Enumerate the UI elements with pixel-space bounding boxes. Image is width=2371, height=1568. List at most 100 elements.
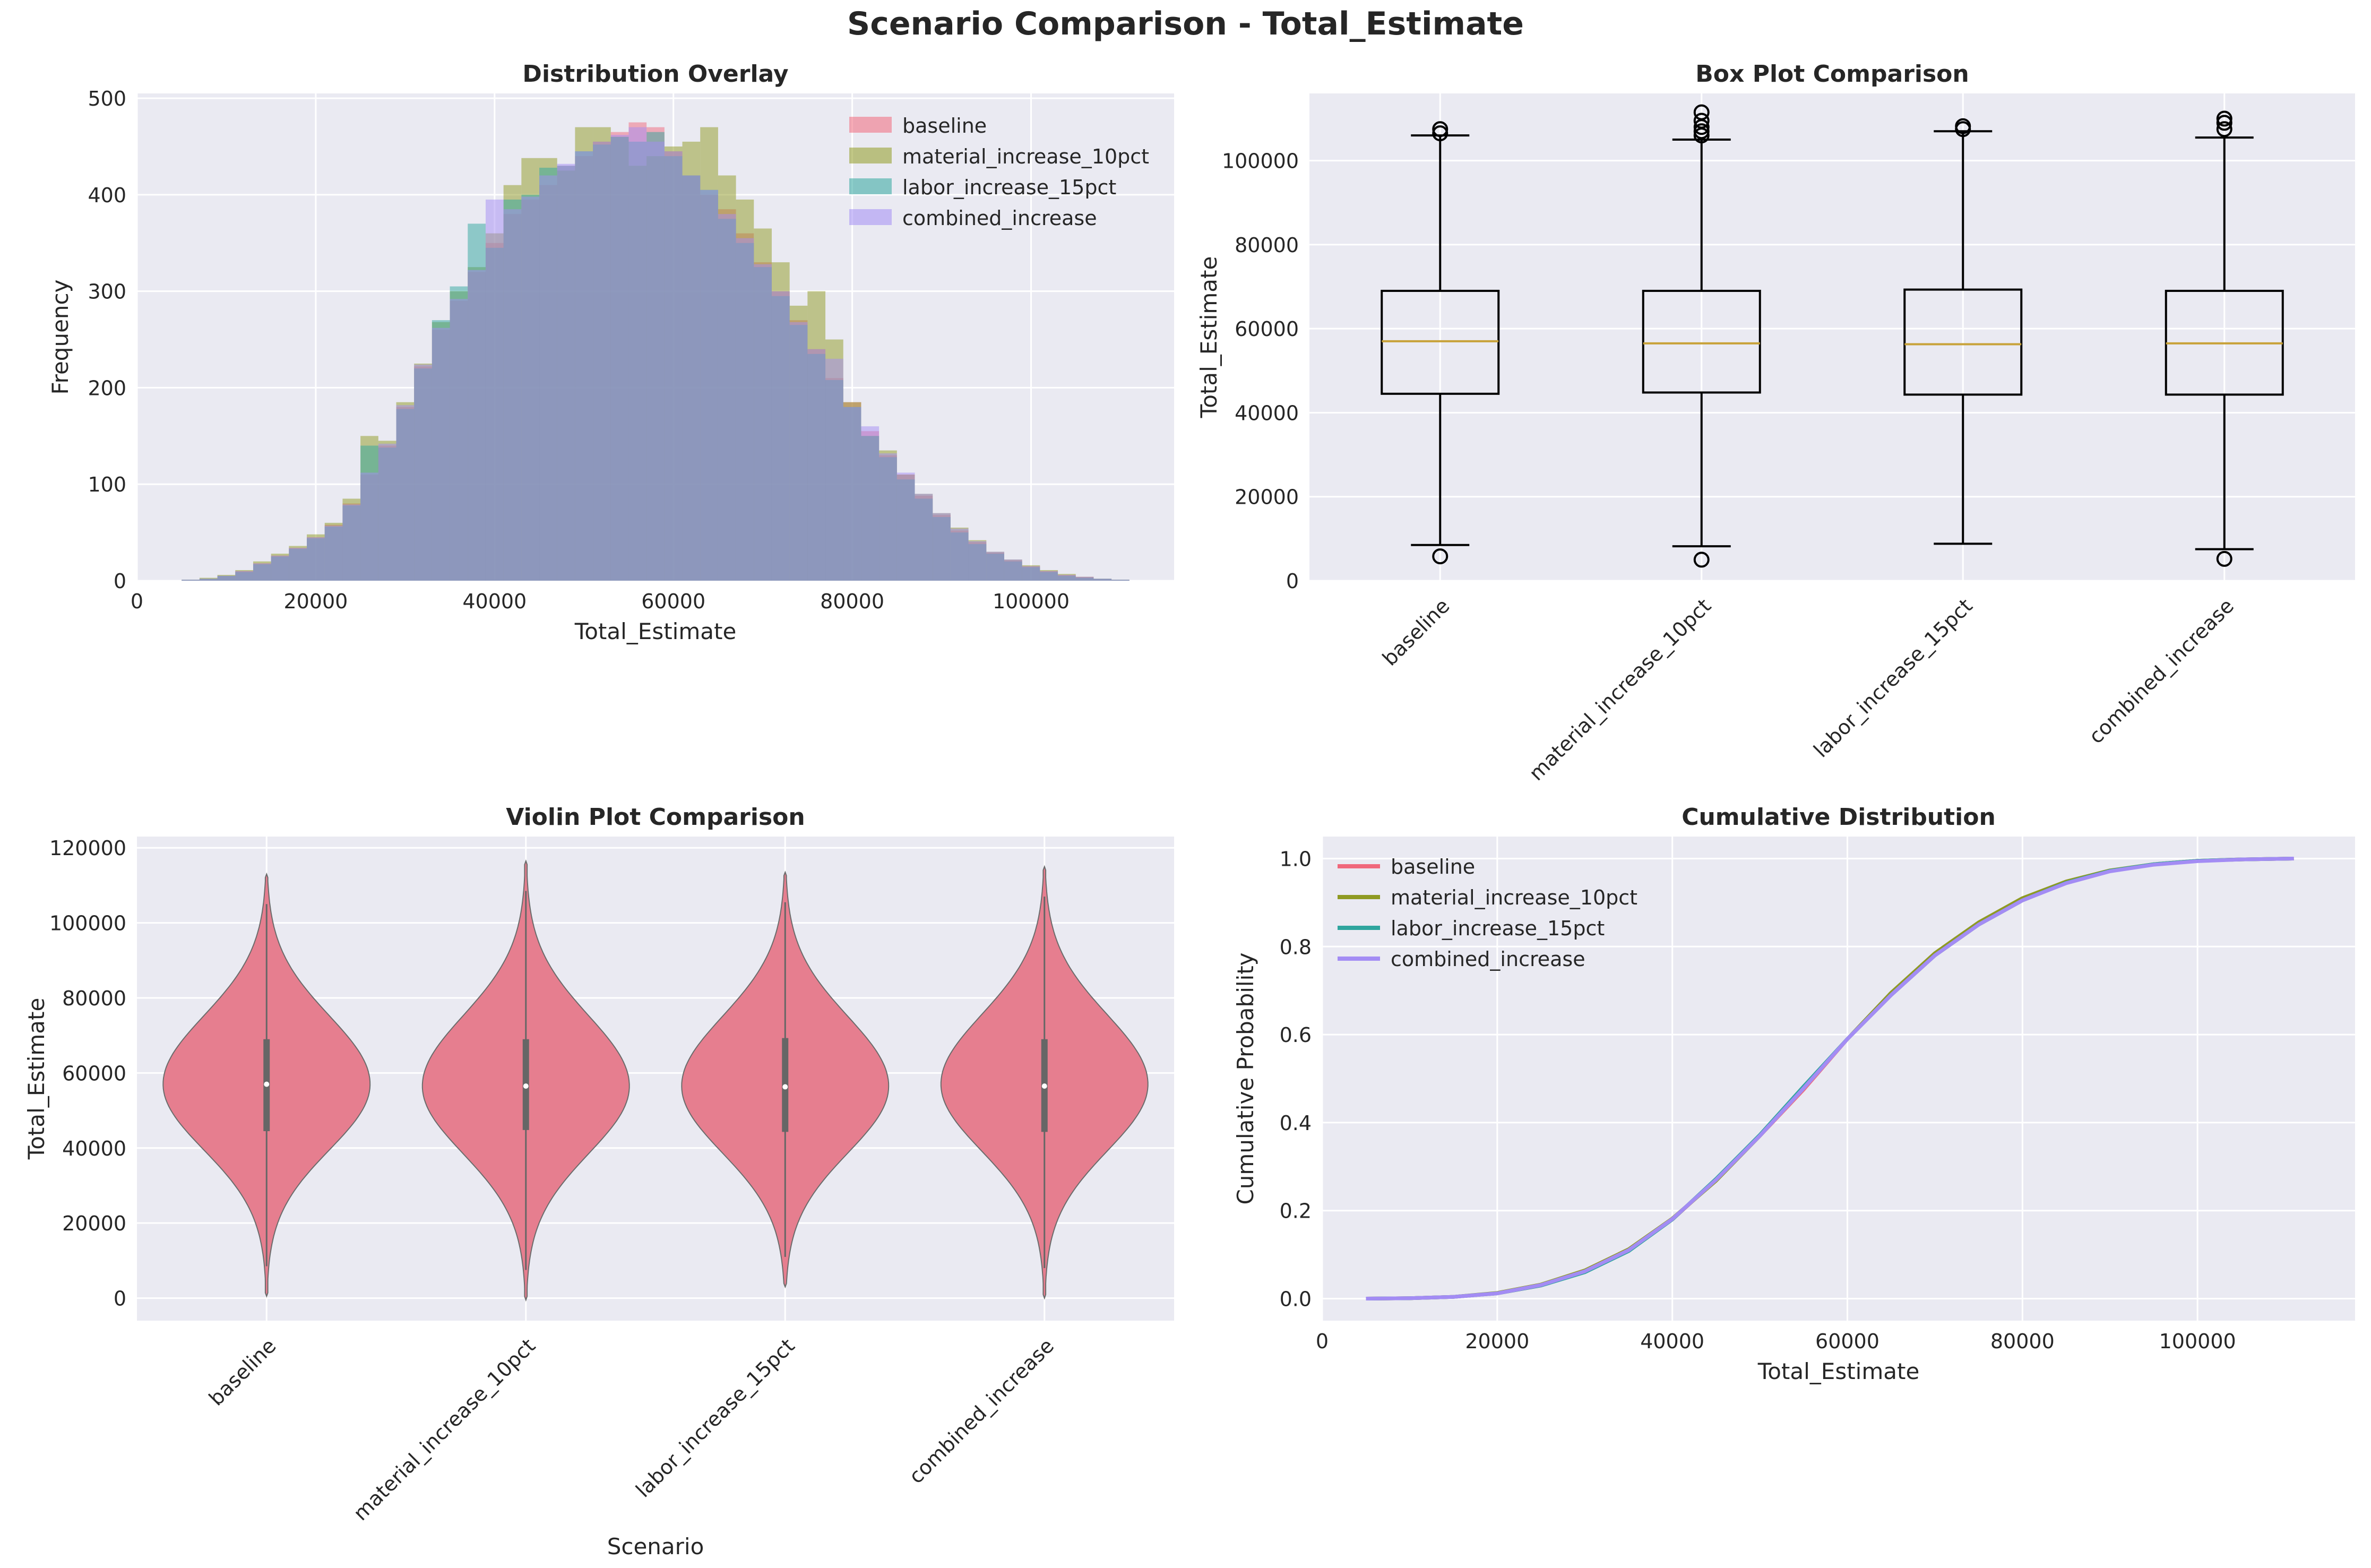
violin-median — [782, 1084, 788, 1090]
axes-background — [1322, 837, 2355, 1321]
box-material_increase_10pct — [1642, 104, 1761, 568]
legend-label: labor_increase_15pct — [1391, 917, 1605, 940]
hist-bar — [575, 151, 593, 581]
y-tick-label: 0.0 — [1280, 1288, 1312, 1311]
x-axis-label: Scenario — [607, 1533, 704, 1560]
hist-bar — [754, 264, 772, 581]
axes-1: Distribution Overlay 0 100 200 300 400 500 0 200… — [47, 61, 1174, 644]
axes-title: Violin Plot Comparison — [506, 804, 805, 831]
axes-title: Distribution Overlay — [522, 61, 788, 88]
x-tick-label: labor_increase_15pct — [631, 1334, 799, 1502]
axes-3: Violin Plot Comparison 0 20000 40000 60000 80… — [23, 804, 1174, 1560]
flier-point — [1432, 548, 1449, 565]
legend-label: combined_increase — [902, 206, 1097, 230]
y-tick-label: 100 — [88, 473, 126, 496]
x-tick-label: 100000 — [2159, 1330, 2236, 1353]
legend-label: material_increase_10pct — [1391, 886, 1637, 909]
y-tick-label: 100000 — [49, 912, 126, 935]
hist-bar — [718, 214, 736, 581]
flier-point — [2216, 115, 2232, 131]
hist-bar — [217, 575, 236, 581]
x-tick-label: material_increase_10pct — [349, 1334, 540, 1525]
hist-bar — [271, 555, 289, 581]
legend: baseline material_increase_10pct labor_inc… — [1338, 855, 1637, 971]
legend-label: combined_increase — [1391, 947, 1585, 971]
hist-bar — [646, 141, 665, 581]
x-tick-label: 20000 — [283, 590, 348, 613]
hist-bar — [593, 141, 611, 581]
x-tick-label: baseline — [1378, 594, 1454, 670]
violin-median — [264, 1081, 270, 1087]
x-tick-label: baseline — [204, 1334, 281, 1410]
y-axis-label: Total_Estimate — [23, 998, 49, 1160]
legend-swatch — [849, 117, 892, 133]
hist-bar — [682, 175, 701, 581]
x-tick-label: 0 — [1316, 1330, 1329, 1353]
hist-bar — [1111, 580, 1130, 581]
y-tick-label: 0.6 — [1280, 1023, 1312, 1047]
y-tick-label: 20000 — [1235, 486, 1299, 509]
flier-point — [1432, 121, 1449, 137]
y-tick-label: 300 — [88, 280, 126, 304]
hist-bar — [360, 472, 378, 581]
flier-point — [2216, 121, 2232, 137]
flier-point — [1693, 552, 1710, 568]
legend-label: material_increase_10pct — [902, 145, 1149, 168]
y-tick-label: 0 — [1286, 570, 1299, 593]
legend: baseline material_increase_10pct labor_inc… — [849, 114, 1149, 230]
hist-bar — [199, 579, 218, 581]
violin-material_increase_10pct — [421, 859, 630, 1302]
violin-combined_increase — [940, 865, 1149, 1300]
hist-bar — [628, 127, 647, 581]
hist-bar — [289, 548, 307, 581]
y-tick-label: 120000 — [49, 837, 126, 860]
x-tick-label: 60000 — [641, 590, 705, 613]
hist-bar — [235, 571, 253, 581]
hist-bar — [610, 135, 629, 581]
hist-bar — [182, 580, 200, 581]
flier-point — [2216, 110, 2232, 127]
x-tick-label: 60000 — [1815, 1330, 1879, 1353]
hist-bar — [521, 196, 540, 581]
axes-2: Box Plot Comparison 0 20000 40000 60000 80000… — [1196, 61, 2355, 785]
flier-point — [1432, 125, 1449, 142]
y-tick-label: 40000 — [1235, 401, 1299, 425]
box-combined_increase — [2165, 110, 2284, 567]
hist-bar — [253, 563, 271, 581]
x-tick-label: 80000 — [1990, 1330, 2055, 1353]
flier-point — [1693, 123, 1710, 140]
legend-swatch — [849, 148, 892, 163]
hist-bar — [378, 443, 396, 581]
hist-bar — [1040, 571, 1058, 581]
hist-bar — [414, 364, 432, 581]
hist-bar — [986, 552, 1004, 581]
y-tick-label: 200 — [88, 376, 126, 400]
y-tick-label: 0.4 — [1280, 1112, 1312, 1135]
y-tick-label: 60000 — [1235, 317, 1299, 341]
violin-baseline — [162, 872, 371, 1298]
flier-point — [1693, 113, 1710, 129]
hist-bar — [307, 537, 325, 581]
violin-median — [1041, 1083, 1047, 1089]
y-tick-label: 0 — [114, 1287, 126, 1311]
hist-bar — [664, 151, 683, 581]
x-tick-label: material_increase_10pct — [1524, 594, 1715, 785]
hist-bar — [896, 472, 915, 581]
y-tick-label: 20000 — [62, 1212, 126, 1235]
axes-title: Box Plot Comparison — [1695, 61, 1969, 88]
y-axis-label: Frequency — [47, 280, 73, 395]
hist-series-combined_increase — [182, 127, 1130, 581]
hist-bar — [861, 426, 880, 581]
x-tick-label: 20000 — [1465, 1330, 1529, 1353]
x-tick-label: 40000 — [462, 590, 527, 613]
y-tick-label: 100000 — [1222, 150, 1299, 173]
hist-bar — [432, 328, 450, 581]
y-tick-label: 80000 — [1235, 234, 1299, 257]
x-tick-label: combined_increase — [904, 1334, 1058, 1488]
violin-labor_increase_15pct — [681, 871, 890, 1289]
figure-title: Scenario Comparison - Total_Estimate — [847, 5, 1524, 42]
box-baseline — [1381, 121, 1500, 565]
x-tick-label: 40000 — [1640, 1330, 1704, 1353]
y-tick-label: 80000 — [62, 987, 126, 1010]
